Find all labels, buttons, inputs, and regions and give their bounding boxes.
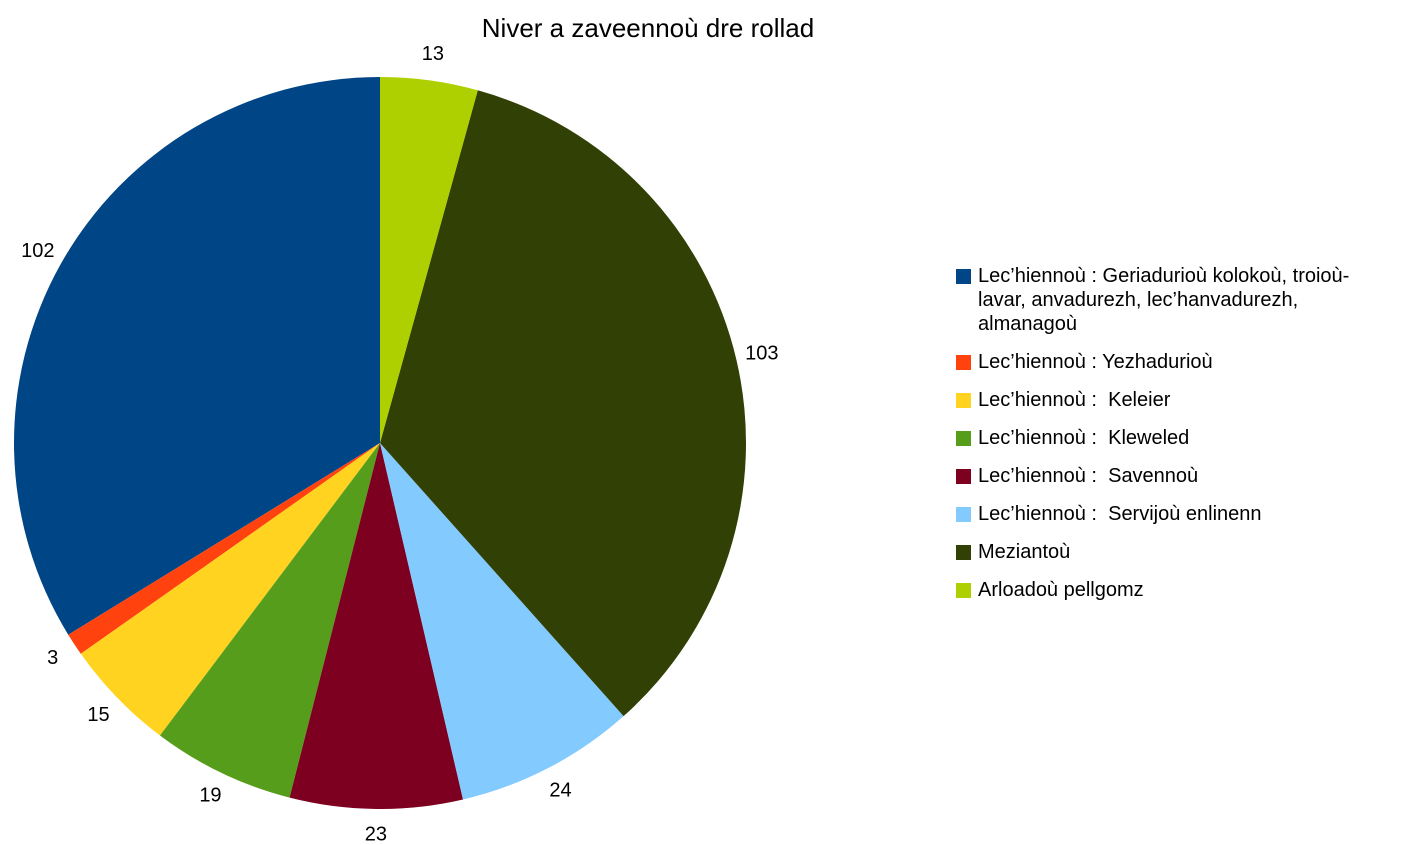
chart-title: Niver a zaveennoù dre rollad (482, 13, 814, 43)
legend-label: Meziantoù (978, 541, 1071, 563)
legend-item: Meziantoù (956, 540, 1396, 564)
legend-item: Arloadoù pellgomz (956, 578, 1396, 602)
legend-swatch (956, 507, 971, 522)
legend-item: Lec’hiennoù : Savennoù (956, 464, 1396, 488)
legend: Lec’hiennoù : Geriadurioù kolokoù, troio… (956, 264, 1396, 602)
legend-swatch (956, 545, 971, 560)
legend-label: Lec’hiennoù : Geriadurioù kolokoù, troio… (978, 265, 1350, 335)
legend-item: Lec’hiennoù : Servijoù enlinenn (956, 502, 1396, 526)
data-label: 19 (199, 785, 221, 807)
legend-label: Lec’hiennoù : Servijoù enlinenn (978, 503, 1262, 525)
legend-label: Arloadoù pellgomz (978, 579, 1144, 601)
legend-label: Lec’hiennoù : Yezhadurioù (978, 351, 1213, 373)
data-label: 24 (549, 779, 571, 801)
legend-swatch (956, 355, 971, 370)
legend-item: Lec’hiennoù : Kleweled (956, 426, 1396, 450)
legend-item: Lec’hiennoù : Keleier (956, 388, 1396, 412)
data-label: 23 (365, 823, 387, 845)
legend-swatch (956, 269, 971, 284)
legend-item: Lec’hiennoù : Yezhadurioù (956, 350, 1396, 374)
legend-label: Lec’hiennoù : Savennoù (978, 465, 1199, 487)
legend-swatch (956, 431, 971, 446)
data-label: 15 (87, 704, 109, 726)
pie-slice (289, 443, 464, 809)
data-label: 103 (745, 342, 778, 364)
legend-swatch (956, 583, 971, 598)
legend-swatch (956, 469, 971, 484)
legend-label: Lec’hiennoù : Kleweled (978, 427, 1190, 449)
legend-label: Lec’hiennoù : Keleier (978, 389, 1171, 411)
legend-item: Lec’hiennoù : Geriadurioù kolokoù, troio… (956, 264, 1396, 336)
pie-slice (380, 443, 624, 800)
pie-slice (68, 443, 380, 654)
pie-slice (159, 443, 380, 798)
data-label: 3 (47, 647, 58, 669)
data-label: 102 (21, 240, 54, 262)
legend-swatch (956, 393, 971, 408)
pie-slice (380, 77, 478, 443)
data-label: 13 (422, 43, 444, 65)
pie-slice (380, 90, 746, 717)
pie-slice (80, 443, 380, 736)
pie-slice (14, 77, 381, 635)
